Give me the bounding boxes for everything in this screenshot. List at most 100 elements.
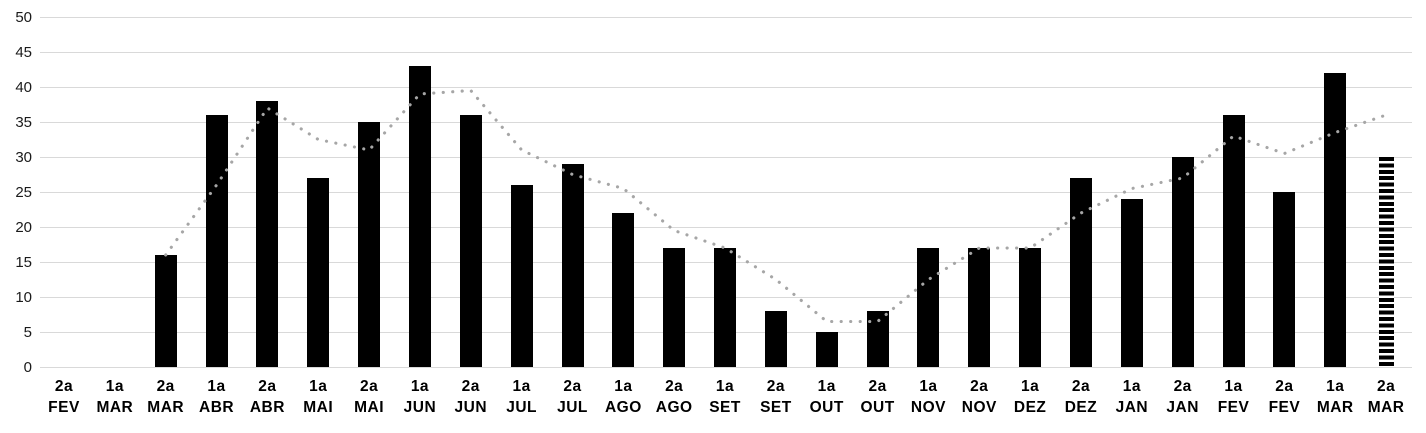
x-axis-label-period: 2a — [665, 378, 684, 395]
x-axis-label-period: 2a — [1173, 378, 1192, 395]
x-axis-label-month: JUL — [557, 399, 588, 416]
x-axis-label-period: 2a — [156, 378, 175, 395]
x-axis-label-period: 1a — [1326, 378, 1345, 395]
x-axis-label: 1a ABR — [191, 376, 242, 418]
x-axis-label-month: AGO — [655, 399, 693, 416]
gridline — [40, 157, 1412, 158]
gridline — [40, 87, 1412, 88]
x-axis-label-month: OUT — [809, 399, 844, 416]
x-axis-label-month: ABR — [249, 399, 285, 416]
x-axis-label-month: DEZ — [1064, 399, 1098, 416]
x-axis-label: 2a MAR — [1361, 376, 1412, 418]
x-axis-label: 1a MAR — [1310, 376, 1361, 418]
x-axis-label: 2a FEV — [1259, 376, 1310, 418]
bar — [1070, 178, 1092, 367]
x-axis-label-month: MAR — [147, 399, 185, 416]
x-axis-label: 2a AGO — [649, 376, 700, 418]
x-axis-label-month: MAR — [1316, 399, 1354, 416]
y-axis-tick-label: 0 — [23, 359, 32, 376]
x-axis-label-period: 2a — [1275, 378, 1294, 395]
x-axis-label-period: 1a — [715, 378, 735, 395]
x-axis-label: 1a JUN — [395, 376, 446, 418]
gridline — [40, 52, 1412, 53]
x-axis-label-month: MAI — [354, 399, 385, 416]
x-axis-label: 2a JUL — [547, 376, 598, 418]
x-axis-label-period: 1a — [512, 378, 531, 395]
x-axis-label: 2a NOV — [954, 376, 1005, 418]
bar — [866, 311, 889, 367]
x-axis-label: 1a JUL — [496, 376, 547, 418]
x-axis-label: 2a FEV — [39, 376, 90, 418]
bar — [561, 164, 584, 367]
x-axis-label: 1a DEZ — [1005, 376, 1056, 418]
x-axis-label-month: JAN — [1115, 399, 1149, 416]
x-axis-label: 2a JAN — [1157, 376, 1208, 418]
gridline — [40, 367, 1412, 368]
x-axis-label-period: 1a — [1224, 378, 1243, 395]
x-axis-label-month: SET — [760, 399, 792, 416]
bar — [968, 248, 991, 367]
x-axis-label: 1a OUT — [801, 376, 852, 418]
x-axis-label: 2a ABR — [242, 376, 293, 418]
bar — [663, 248, 686, 367]
y-axis-tick-label: 45 — [15, 44, 32, 61]
x-axis-label-period: 2a — [54, 378, 74, 395]
bar — [1171, 157, 1194, 367]
gridline — [40, 192, 1412, 193]
x-axis-label: 2a OUT — [852, 376, 903, 418]
x-axis-label: 1a FEV — [1208, 376, 1259, 418]
moving-average-dotted-line — [164, 88, 1388, 324]
bar — [205, 115, 228, 367]
x-axis-label-period: 2a — [766, 378, 786, 395]
x-axis-label-month: SET — [709, 399, 741, 416]
x-axis-label: 2a MAR — [140, 376, 191, 418]
x-axis-label-period: 2a — [258, 378, 277, 395]
y-axis-tick-label: 10 — [15, 289, 32, 306]
x-axis-label-period: 2a — [1376, 378, 1396, 395]
x-axis-label-period: 2a — [1071, 378, 1091, 395]
bar — [1222, 115, 1245, 367]
bar — [612, 213, 635, 367]
x-axis-label-period: 1a — [1122, 378, 1141, 395]
gridline — [40, 17, 1412, 18]
x-axis-label-period: 1a — [309, 378, 328, 395]
x-axis-label-period: 1a — [614, 378, 633, 395]
bar — [1273, 192, 1296, 367]
x-axis-label-month: JUL — [506, 399, 538, 416]
bar — [256, 101, 279, 367]
x-axis-label: 1a SET — [700, 376, 751, 418]
x-axis-label: 2a JUN — [445, 376, 496, 418]
x-axis-label: 1a MAR — [89, 376, 140, 418]
bar — [358, 122, 381, 367]
x-axis-label-month: JAN — [1166, 399, 1199, 416]
bar — [917, 248, 940, 367]
projected-bar — [1378, 157, 1394, 367]
x-axis-label-month: MAR — [96, 399, 134, 416]
y-axis-tick-label: 30 — [15, 149, 32, 166]
gridline — [40, 227, 1412, 228]
x-axis-label: 1a MAI — [293, 376, 344, 418]
x-axis-label-period: 2a — [970, 378, 989, 395]
x-axis-label-month: FEV — [1217, 399, 1250, 416]
x-axis-label: 2a SET — [750, 376, 801, 418]
x-axis-label-month: FEV — [48, 399, 80, 416]
x-axis-label: 2a DEZ — [1056, 376, 1107, 418]
x-axis-label-month: MAR — [1367, 399, 1405, 416]
y-axis-tick-label: 35 — [15, 114, 32, 131]
bar — [1019, 248, 1042, 367]
x-axis-label-period: 1a — [207, 378, 226, 395]
x-axis-label: 1a AGO — [598, 376, 649, 418]
bar — [1120, 199, 1143, 367]
x-axis-label-month: ABR — [199, 399, 235, 416]
x-axis-label: 2a MAI — [344, 376, 395, 418]
bar — [815, 332, 838, 367]
bar — [510, 185, 533, 367]
x-axis-label-period: 1a — [1021, 378, 1040, 395]
x-axis-label-period: 2a — [868, 378, 887, 395]
bar — [459, 115, 482, 367]
gridline — [40, 122, 1412, 123]
x-axis-label-period: 1a — [410, 378, 430, 395]
bar — [408, 66, 431, 367]
bar — [764, 311, 787, 367]
bar — [714, 248, 737, 367]
